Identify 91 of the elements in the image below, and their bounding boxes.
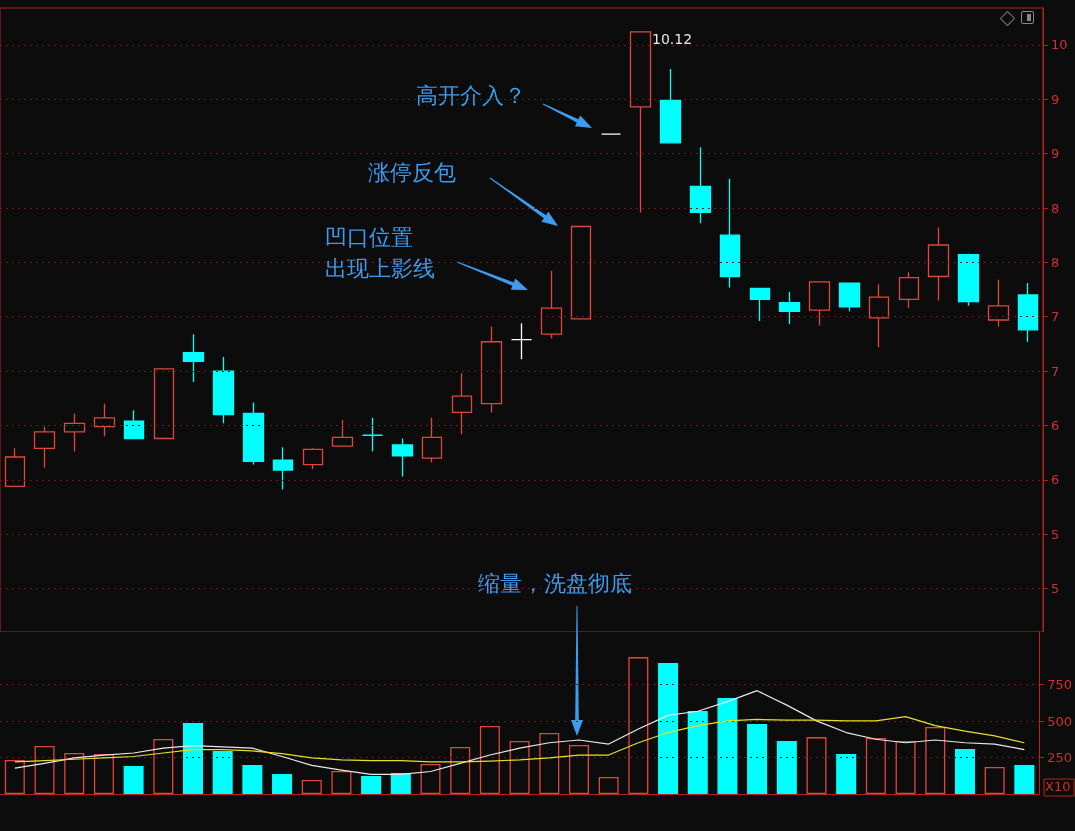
candlestick — [898, 271, 920, 309]
annotation: 10.12 — [652, 31, 693, 47]
candlestick — [719, 178, 741, 289]
bar — [836, 754, 857, 794]
bar — [64, 752, 85, 794]
bar — [272, 774, 293, 794]
annotation: 高开介入？ — [416, 83, 526, 108]
y-tick-label: 750 — [1047, 677, 1073, 693]
bar — [153, 738, 174, 794]
bar — [598, 777, 619, 794]
candlestick — [4, 447, 26, 487]
y-tick-label: 6 — [1051, 472, 1060, 488]
bar — [806, 737, 827, 794]
annotation: 缩量，洗盘彻底 — [478, 570, 632, 596]
bar — [34, 745, 55, 794]
candlestick — [391, 437, 414, 478]
bar — [747, 723, 768, 794]
bar — [242, 764, 263, 794]
candlestick — [987, 279, 1010, 328]
bar — [450, 747, 471, 794]
candlestick — [510, 322, 533, 360]
candlestick — [242, 401, 265, 466]
candlestick — [93, 403, 116, 437]
bar — [420, 763, 441, 794]
bar — [509, 741, 530, 794]
bar — [658, 663, 679, 794]
y-tick-label: 500 — [1047, 713, 1073, 729]
y-tick-label: 8 — [1051, 254, 1060, 270]
bar — [925, 727, 946, 794]
bar — [776, 741, 797, 794]
bar — [568, 744, 589, 794]
bar — [717, 697, 738, 794]
annotation: 涨停反包 — [368, 160, 456, 185]
candlestick — [868, 283, 890, 348]
candlestick — [272, 446, 294, 491]
annotation: 出现上影线 — [325, 256, 435, 281]
line-series — [14, 716, 1025, 763]
bar — [479, 725, 500, 794]
line-series — [14, 690, 1025, 775]
candlestick — [659, 68, 682, 144]
candlestick — [838, 282, 861, 312]
bar — [895, 741, 916, 794]
bar — [182, 723, 203, 794]
candlestick — [182, 333, 205, 383]
bar — [331, 770, 352, 794]
bar — [4, 759, 25, 794]
candlestick — [480, 325, 503, 414]
candlestick — [808, 281, 831, 327]
bar — [93, 754, 114, 794]
candlestick — [1017, 282, 1039, 343]
bar — [687, 710, 708, 794]
bar — [865, 737, 886, 794]
bar — [361, 776, 382, 794]
candlestick — [540, 270, 563, 340]
y-tick-label: 8 — [1051, 200, 1060, 216]
candlestick — [778, 291, 801, 325]
y-tick-label: 7 — [1051, 363, 1060, 379]
y-tick-label: 5 — [1051, 526, 1060, 542]
y-tick-label: 10 — [1051, 37, 1068, 53]
y-tick-label: 250 — [1047, 750, 1073, 766]
text: X10 — [1045, 779, 1071, 794]
candlestick — [212, 356, 235, 424]
bar — [954, 749, 975, 794]
y-tick-label: 7 — [1051, 309, 1060, 325]
candlestick — [749, 287, 771, 322]
candlestick — [421, 417, 443, 464]
bar — [628, 657, 649, 794]
candlestick — [331, 419, 354, 447]
bar — [301, 779, 322, 794]
bar — [212, 750, 233, 794]
candlestick — [153, 368, 175, 440]
candlestick — [689, 146, 712, 224]
bar — [539, 732, 560, 794]
bar — [390, 772, 411, 794]
bar — [123, 765, 144, 794]
candlestick — [957, 253, 980, 307]
y-tick-label: 5 — [1051, 581, 1060, 597]
bar — [1014, 764, 1035, 794]
candlestick — [451, 372, 473, 435]
bar — [984, 767, 1005, 794]
candlestick — [33, 425, 56, 469]
candlestick — [123, 409, 145, 440]
candlestick — [302, 447, 324, 470]
candlestick — [927, 226, 950, 302]
y-tick-label: 6 — [1051, 417, 1060, 433]
y-tick-label: 9 — [1051, 91, 1060, 107]
candlestick — [570, 225, 592, 320]
annotation: 凹口位置 — [325, 225, 413, 250]
y-tick-label: 9 — [1051, 146, 1060, 162]
candlestick — [63, 412, 86, 453]
candlestick — [361, 417, 384, 453]
